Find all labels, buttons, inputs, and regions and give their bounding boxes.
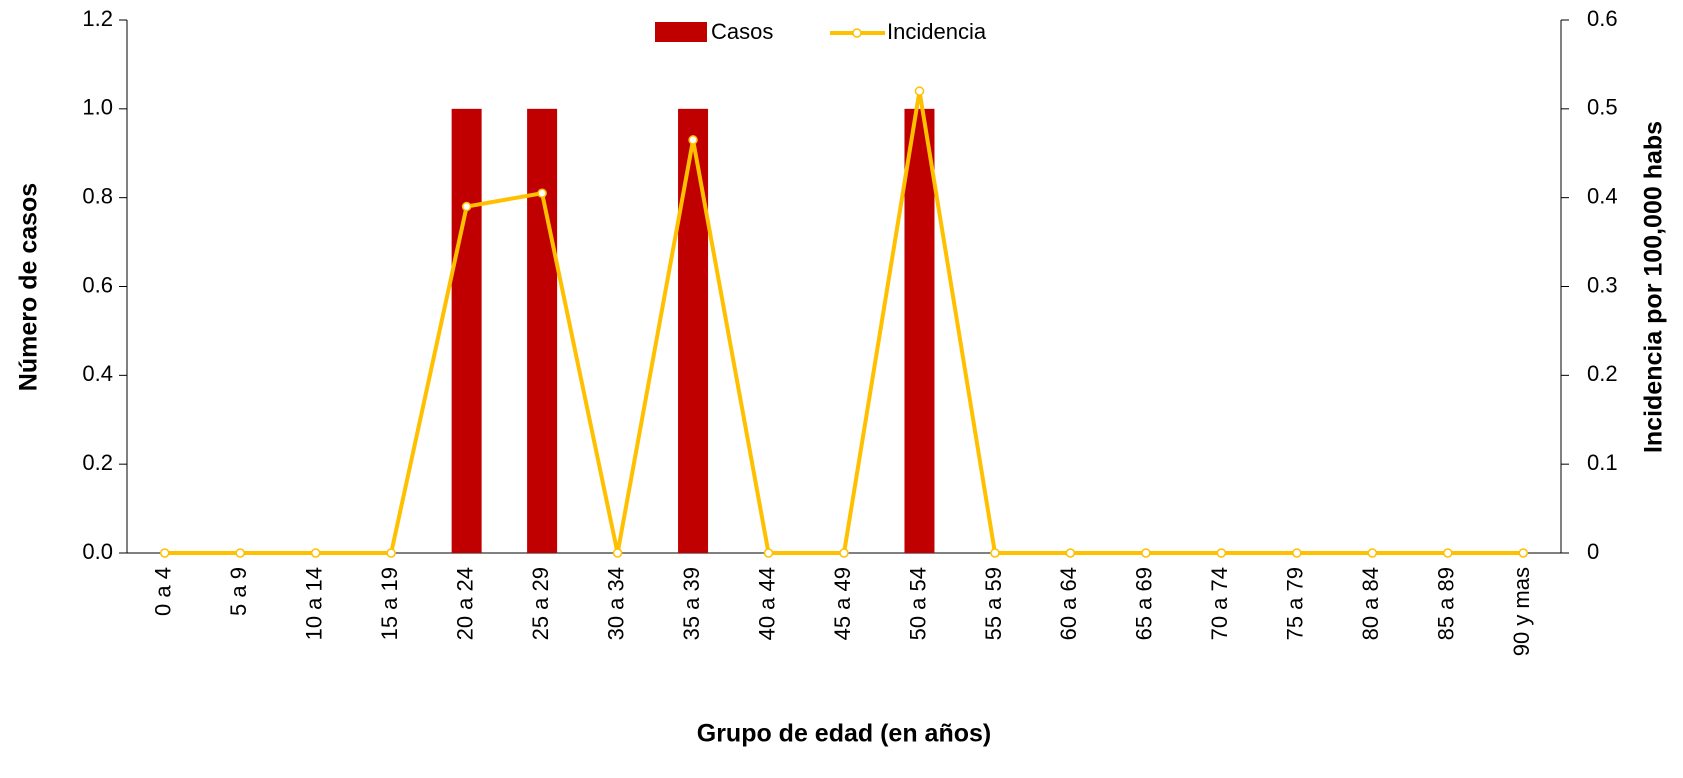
- x-tick-label: 55 a 59: [981, 567, 1006, 640]
- x-tick-label: 40 a 44: [754, 567, 779, 640]
- x-tick-label: 10 a 14: [301, 567, 326, 640]
- y-tick-label: 0.6: [82, 272, 113, 297]
- x-tick-label: 20 a 24: [452, 567, 477, 640]
- line-marker: [310, 548, 321, 558]
- x-tick-label: 30 a 34: [603, 567, 628, 640]
- line-marker: [1443, 548, 1453, 558]
- x-axis-title: Grupo de edad (en años): [697, 720, 991, 748]
- x-tick-label: 60 a 64: [1056, 567, 1081, 640]
- y-tick-label: 0.2: [82, 450, 113, 475]
- line-marker: [235, 548, 245, 558]
- y-tick-label: 0.8: [82, 183, 113, 208]
- y-tick-label: 0.4: [82, 361, 113, 386]
- y-tick-label: 0.0: [82, 539, 113, 564]
- y2-tick-label: 0: [1587, 539, 1599, 564]
- y2-tick-label: 0.2: [1587, 361, 1618, 386]
- x-tick-label: 45 a 49: [830, 567, 855, 640]
- legend-swatch: [655, 22, 707, 42]
- line-marker: [1216, 548, 1227, 558]
- y2-tick-label: 0.5: [1587, 95, 1618, 120]
- x-tick-label: 85 a 89: [1434, 567, 1459, 640]
- y-axis-title: Número de casos: [15, 183, 43, 391]
- y2-tick-label: 0.4: [1587, 183, 1618, 208]
- x-tick-label: 50 a 54: [905, 567, 930, 640]
- y2-tick-label: 0.3: [1587, 272, 1618, 297]
- line-marker: [839, 548, 849, 558]
- line-marker: [612, 548, 623, 558]
- x-tick-label: 15 a 19: [377, 567, 402, 640]
- line-marker: [763, 548, 774, 558]
- line-marker: [1518, 548, 1529, 558]
- line-marker: [1065, 548, 1076, 558]
- line-marker: [1141, 548, 1151, 558]
- bar: [678, 108, 709, 553]
- x-tick-label: 75 a 79: [1283, 567, 1308, 640]
- x-tick-label: 25 a 29: [528, 567, 553, 640]
- legend-marker: [852, 28, 862, 38]
- y-tick-label: 1.0: [82, 95, 113, 120]
- y-tick-label: 1.2: [82, 6, 113, 31]
- y2-tick-label: 0.6: [1587, 6, 1618, 31]
- line-marker: [537, 188, 547, 198]
- line-marker: [1292, 548, 1302, 558]
- bar: [527, 108, 558, 553]
- bar: [451, 108, 482, 553]
- x-tick-label: 35 a 39: [679, 567, 704, 640]
- x-tick-label: 5 a 9: [226, 567, 251, 616]
- line-marker: [461, 201, 472, 212]
- line: [164, 89, 1524, 555]
- line-marker: [688, 135, 698, 145]
- line-marker: [914, 86, 925, 96]
- x-tick-label: 70 a 74: [1207, 567, 1232, 640]
- line-marker: [386, 548, 396, 558]
- x-tick-label: 90 y mas: [1509, 567, 1534, 656]
- legend-label: Incidencia: [887, 19, 987, 44]
- x-tick-label: 65 a 69: [1132, 567, 1157, 640]
- line-marker: [1367, 548, 1378, 558]
- legend-label: Casos: [711, 19, 773, 44]
- y2-axis-title: Incidencia por 100,000 habs: [1640, 121, 1668, 453]
- line-marker: [159, 548, 170, 558]
- bar: [904, 108, 935, 553]
- x-tick-label: 80 a 84: [1358, 567, 1383, 640]
- line-marker: [990, 548, 1000, 558]
- x-tick-label: 0 a 4: [151, 567, 176, 616]
- y2-tick-label: 0.1: [1587, 450, 1618, 475]
